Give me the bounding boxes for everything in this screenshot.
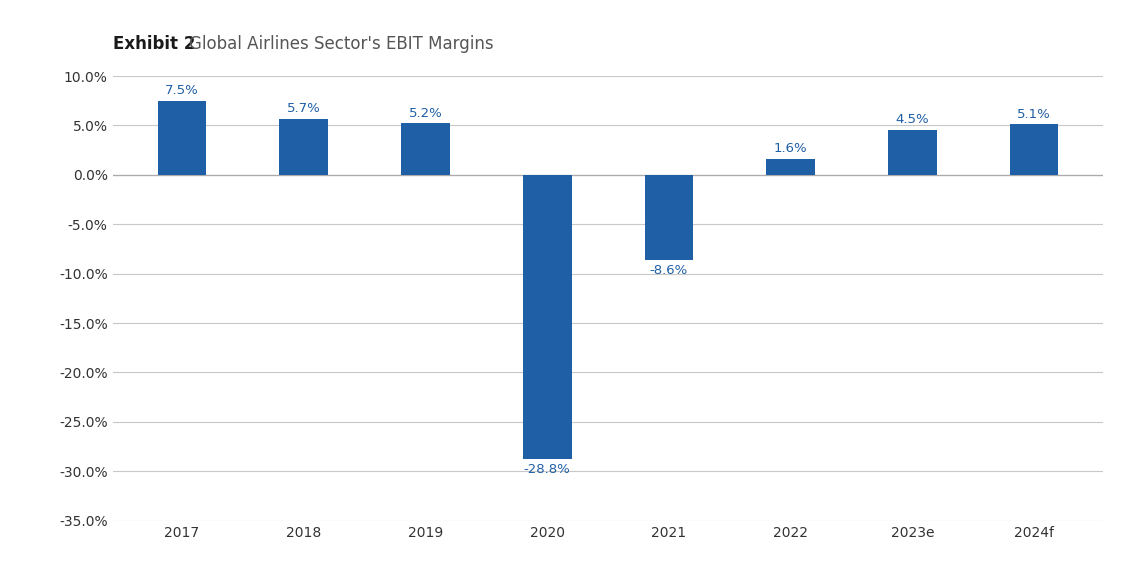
Text: 5.1%: 5.1% [1017, 108, 1051, 121]
Text: Exhibit 2: Exhibit 2 [113, 35, 195, 53]
Bar [158, 101, 206, 175]
Text: Global Airlines Sector's EBIT Margins: Global Airlines Sector's EBIT Margins [189, 35, 494, 53]
Bar [888, 130, 937, 175]
Bar [279, 119, 328, 175]
Bar [1010, 125, 1058, 175]
Text: 4.5%: 4.5% [895, 113, 929, 126]
Bar [522, 175, 572, 459]
Bar [401, 123, 449, 175]
Bar [767, 159, 815, 175]
Bar [644, 175, 694, 260]
Text: -28.8%: -28.8% [524, 463, 571, 476]
Text: -8.6%: -8.6% [650, 264, 688, 277]
Text: 7.5%: 7.5% [166, 84, 199, 97]
Text: 5.7%: 5.7% [287, 102, 321, 115]
Text: 5.2%: 5.2% [409, 106, 443, 119]
Text: 1.6%: 1.6% [774, 142, 807, 155]
